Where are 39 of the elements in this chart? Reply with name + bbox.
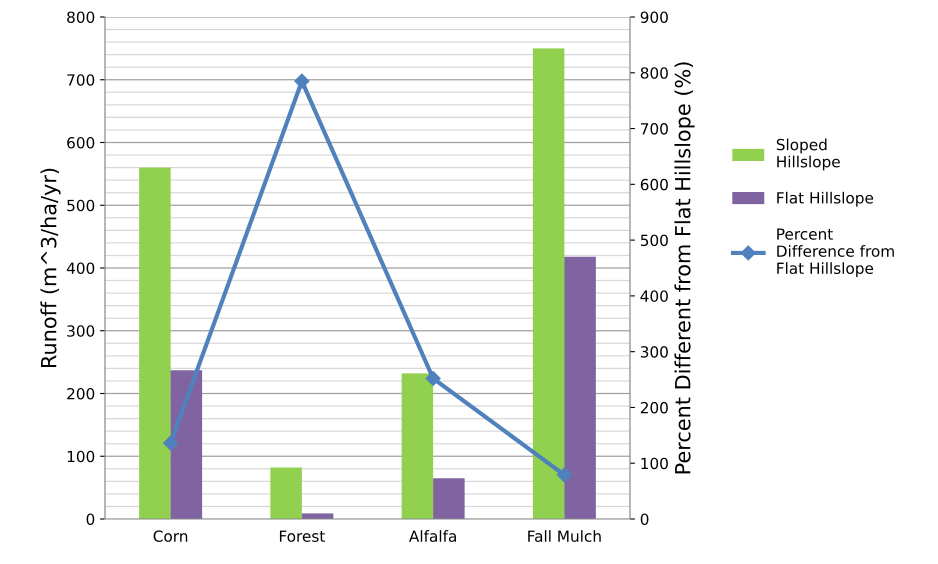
- y2-tick-label: 600: [640, 178, 668, 190]
- bar: [139, 168, 171, 519]
- y2-tick-label: 900: [640, 11, 668, 24]
- point: [426, 370, 441, 386]
- y2-tick-label: 100: [641, 458, 668, 470]
- y-tick-label: 800: [67, 11, 94, 24]
- bar: [532, 48, 564, 519]
- y-tick-label: 100: [68, 450, 94, 462]
- y-tick-label: 700: [67, 74, 94, 86]
- legend-label: Flat Hillslope: [777, 192, 874, 207]
- legend-label: Sloped Hillslope: [776, 138, 840, 170]
- x-tick-label: Forest: [280, 530, 325, 542]
- y2-tick-label: 300: [640, 346, 668, 358]
- bar: [402, 373, 434, 519]
- y-tick-label: 300: [67, 325, 94, 337]
- y2-tick-label: 400: [640, 290, 668, 302]
- y2-tick-label: 800: [640, 67, 668, 79]
- y2-tick-label: 200: [640, 402, 668, 414]
- bar: [170, 370, 202, 519]
- y-tick-label: 500: [67, 200, 94, 212]
- y-tick-label: 200: [67, 388, 94, 400]
- point: [163, 436, 178, 451]
- y2-tick-label: 500: [640, 234, 668, 246]
- x-tick-label: Alfalfa: [409, 530, 456, 542]
- legend-label: Percent Difference from Flat Hillslope: [777, 228, 894, 277]
- y-tick-label: 400: [66, 262, 94, 274]
- x-tick-label: Corn: [154, 530, 188, 542]
- point: [556, 467, 572, 483]
- y-tick-label: 600: [67, 136, 94, 149]
- x-tick-label: Fall Mulch: [528, 530, 601, 542]
- point: [294, 74, 310, 89]
- y-tick-label: 0: [86, 513, 94, 526]
- y2-tick-label: 700: [640, 123, 668, 135]
- y-axis-title: Runoff (m^3/ha/yr): [40, 168, 61, 368]
- bar: [564, 256, 596, 519]
- bar: [433, 478, 465, 519]
- y2-tick-label: 0: [640, 513, 648, 526]
- y2-axis-title: Percent Different from Flat Hillslope (%): [674, 62, 695, 474]
- bar: [270, 468, 302, 519]
